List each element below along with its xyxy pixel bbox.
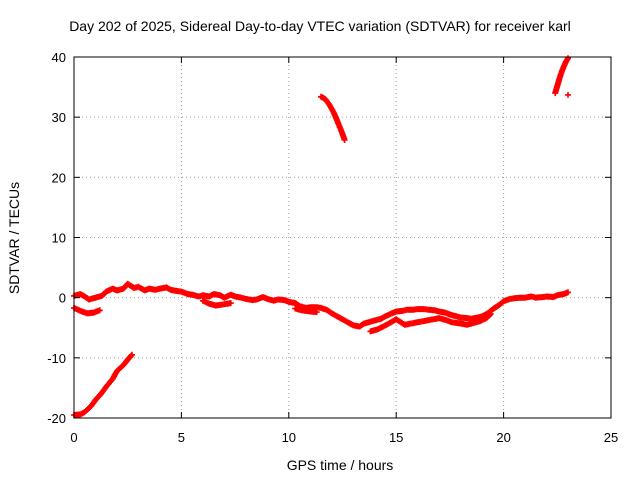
data-point-lower-band bbox=[486, 311, 493, 318]
y-tick-label: 40 bbox=[52, 50, 66, 65]
x-tick-label: 0 bbox=[70, 430, 77, 445]
data-point-lower-band bbox=[313, 309, 320, 316]
grid-lines bbox=[74, 57, 611, 418]
data-point-late-arc bbox=[565, 55, 571, 62]
x-tick-label: 10 bbox=[282, 430, 296, 445]
data-point-rising-low bbox=[128, 352, 135, 359]
x-tick-label: 20 bbox=[496, 430, 510, 445]
x-tick-label: 5 bbox=[178, 430, 185, 445]
y-tick-label: 20 bbox=[52, 170, 66, 185]
data-point-mid-arc bbox=[341, 137, 348, 143]
y-axis-label: SDTVAR / TECUs bbox=[6, 181, 22, 295]
y-tick-label: -20 bbox=[47, 411, 66, 426]
data-points bbox=[71, 55, 571, 418]
x-axis-label: GPS time / hours bbox=[286, 457, 394, 473]
data-point-lower-band bbox=[227, 300, 234, 307]
chart-title: Day 202 of 2025, Sidereal Day-to-day VTE… bbox=[69, 18, 571, 34]
data-point-main-band bbox=[565, 289, 571, 296]
data-point-lower-band bbox=[487, 310, 494, 317]
y-tick-label: -10 bbox=[47, 351, 66, 366]
data-point-rising-low bbox=[129, 351, 135, 358]
x-tick-label: 15 bbox=[389, 430, 403, 445]
y-tick-label: 10 bbox=[52, 231, 66, 246]
data-point-lower-band bbox=[96, 307, 103, 314]
x-tick-label: 25 bbox=[604, 430, 618, 445]
y-tick-label: 0 bbox=[59, 291, 66, 306]
axis-ticks: 0 5 10 15 20 25 -20 -10 0 10 20 30 40 bbox=[47, 50, 618, 445]
data-point-late-arc-end bbox=[565, 91, 571, 98]
y-tick-label: 30 bbox=[52, 110, 66, 125]
